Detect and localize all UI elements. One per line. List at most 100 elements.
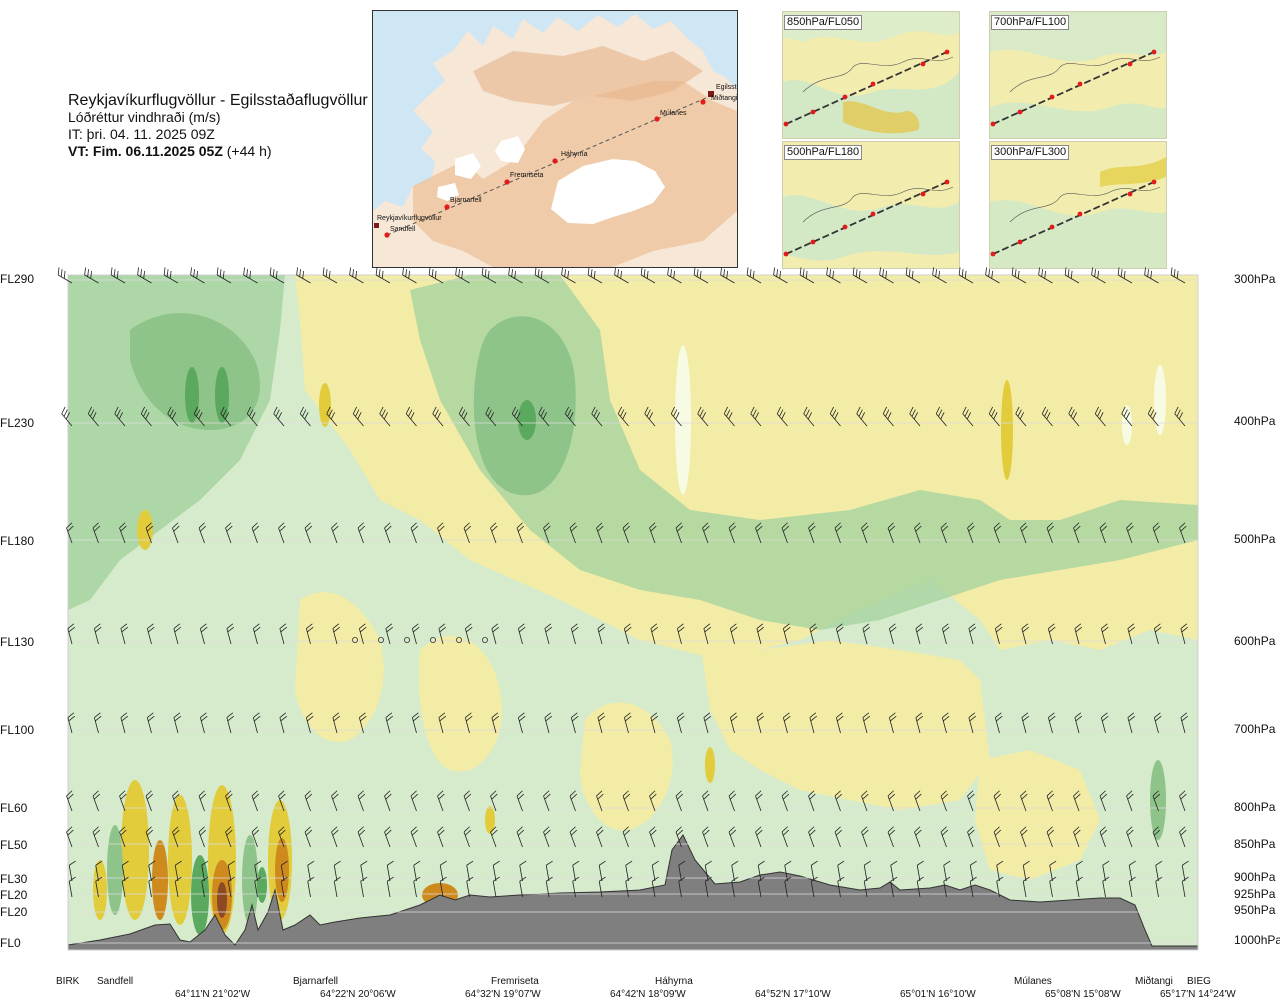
wind-barb <box>516 522 525 544</box>
wind-barb <box>120 623 128 645</box>
wind-barb <box>307 860 315 882</box>
updraft-core <box>137 510 153 550</box>
wind-barb <box>305 623 314 645</box>
wind-barb <box>597 712 605 734</box>
wind-barb <box>278 790 286 812</box>
wind-barb <box>731 860 739 882</box>
wind-barb <box>776 406 788 427</box>
hpa-label: 600hPa <box>1234 634 1276 648</box>
x-coord-label: 65°01'N 16°10'W <box>900 989 976 1000</box>
wind-barb <box>172 790 180 812</box>
wind-barb <box>307 876 315 898</box>
level-map-label: 500hPa/FL180 <box>784 145 863 160</box>
wind-barb <box>808 790 816 812</box>
wind-barb <box>678 860 686 882</box>
x-coord-label: 64°22'N 20°06'W <box>320 989 396 1000</box>
wind-barb <box>225 522 233 544</box>
x-coord-label: 64°52'N 17°10'W <box>755 989 831 1000</box>
calm-wind-marker <box>377 637 384 644</box>
wind-barb <box>173 623 181 645</box>
wind-barb <box>1179 790 1187 812</box>
wind-barb <box>863 876 871 898</box>
wind-barb <box>803 406 815 427</box>
fl-label: FL20 <box>0 888 28 902</box>
wind-barb <box>887 826 896 848</box>
wind-barb <box>405 406 417 427</box>
wind-barb <box>861 826 869 848</box>
wind-barb <box>1152 522 1161 544</box>
wind-barb <box>1099 522 1108 544</box>
wind-barb <box>935 406 947 427</box>
wind-barb <box>702 522 710 544</box>
wind-barb <box>357 522 366 544</box>
wind-barb <box>888 712 897 734</box>
wind-barb <box>304 826 313 848</box>
wind-barb <box>1170 267 1186 284</box>
calm-wind-marker <box>481 637 488 644</box>
wind-barb <box>596 522 604 544</box>
wind-barb <box>490 790 498 812</box>
wind-barb <box>1126 522 1134 544</box>
wind-barb <box>887 790 896 812</box>
wind-barb <box>675 522 684 544</box>
wind-barb <box>968 623 976 645</box>
wind-barb <box>545 860 553 882</box>
wind-barb <box>110 267 126 284</box>
wind-barb <box>1049 860 1057 882</box>
wind-barb <box>1094 406 1106 427</box>
wind-barb <box>227 860 235 882</box>
wind-barb <box>808 522 816 544</box>
wind-barb <box>996 860 1004 882</box>
fl-label: FL0 <box>0 936 21 950</box>
wind-barb <box>678 876 686 898</box>
updraft-core <box>1001 380 1013 480</box>
wind-barb <box>279 623 287 645</box>
wind-barb <box>349 267 364 284</box>
wind-barb <box>649 790 657 812</box>
wind-barb <box>466 860 474 882</box>
wind-barb <box>172 826 180 848</box>
wind-barb <box>625 860 633 882</box>
wind-barb <box>360 860 368 882</box>
wind-barb <box>863 860 871 882</box>
wind-barb <box>1047 623 1056 645</box>
wind-barb <box>1073 826 1081 848</box>
wind-barb <box>704 860 712 882</box>
downdraft-core <box>185 367 199 423</box>
calm-wind-marker <box>403 637 410 644</box>
level-map-300: 300hPa/FL300 <box>989 141 1167 269</box>
wind-barb <box>958 267 974 284</box>
wind-barb <box>1022 876 1030 898</box>
wind-barb <box>622 790 631 812</box>
wind-barb <box>703 712 711 734</box>
wind-barb <box>623 712 632 734</box>
wind-barb <box>729 712 738 734</box>
wind-barb <box>190 267 205 284</box>
wind-barb <box>756 712 764 734</box>
wind-barb <box>438 712 446 734</box>
downdraft-core <box>257 867 267 903</box>
hpa-label: 900hPa <box>1234 870 1276 884</box>
fl-label: FL60 <box>0 801 28 815</box>
wind-barb <box>988 406 1000 427</box>
wind-barb <box>1020 826 1028 848</box>
route-title: Reykjavíkurflugvöllur - Egilsstaðaflugvö… <box>68 92 368 109</box>
wind-barb <box>1100 623 1109 645</box>
wind-barb <box>757 860 765 882</box>
wind-barb <box>463 522 472 544</box>
wind-barb <box>538 406 550 427</box>
updraft-core <box>93 860 107 920</box>
wind-barb <box>729 623 738 645</box>
wind-barb <box>598 860 606 882</box>
wind-barb <box>676 623 685 645</box>
wind-barb <box>1180 623 1188 645</box>
wind-barb <box>66 790 74 812</box>
wind-barb <box>402 267 417 284</box>
wind-barb <box>543 826 551 848</box>
wind-barb <box>243 267 258 284</box>
wind-barb <box>544 623 552 645</box>
wind-barb <box>835 712 844 734</box>
updraft-region <box>700 640 990 810</box>
wind-barb <box>226 712 234 734</box>
wind-barb <box>384 790 392 812</box>
